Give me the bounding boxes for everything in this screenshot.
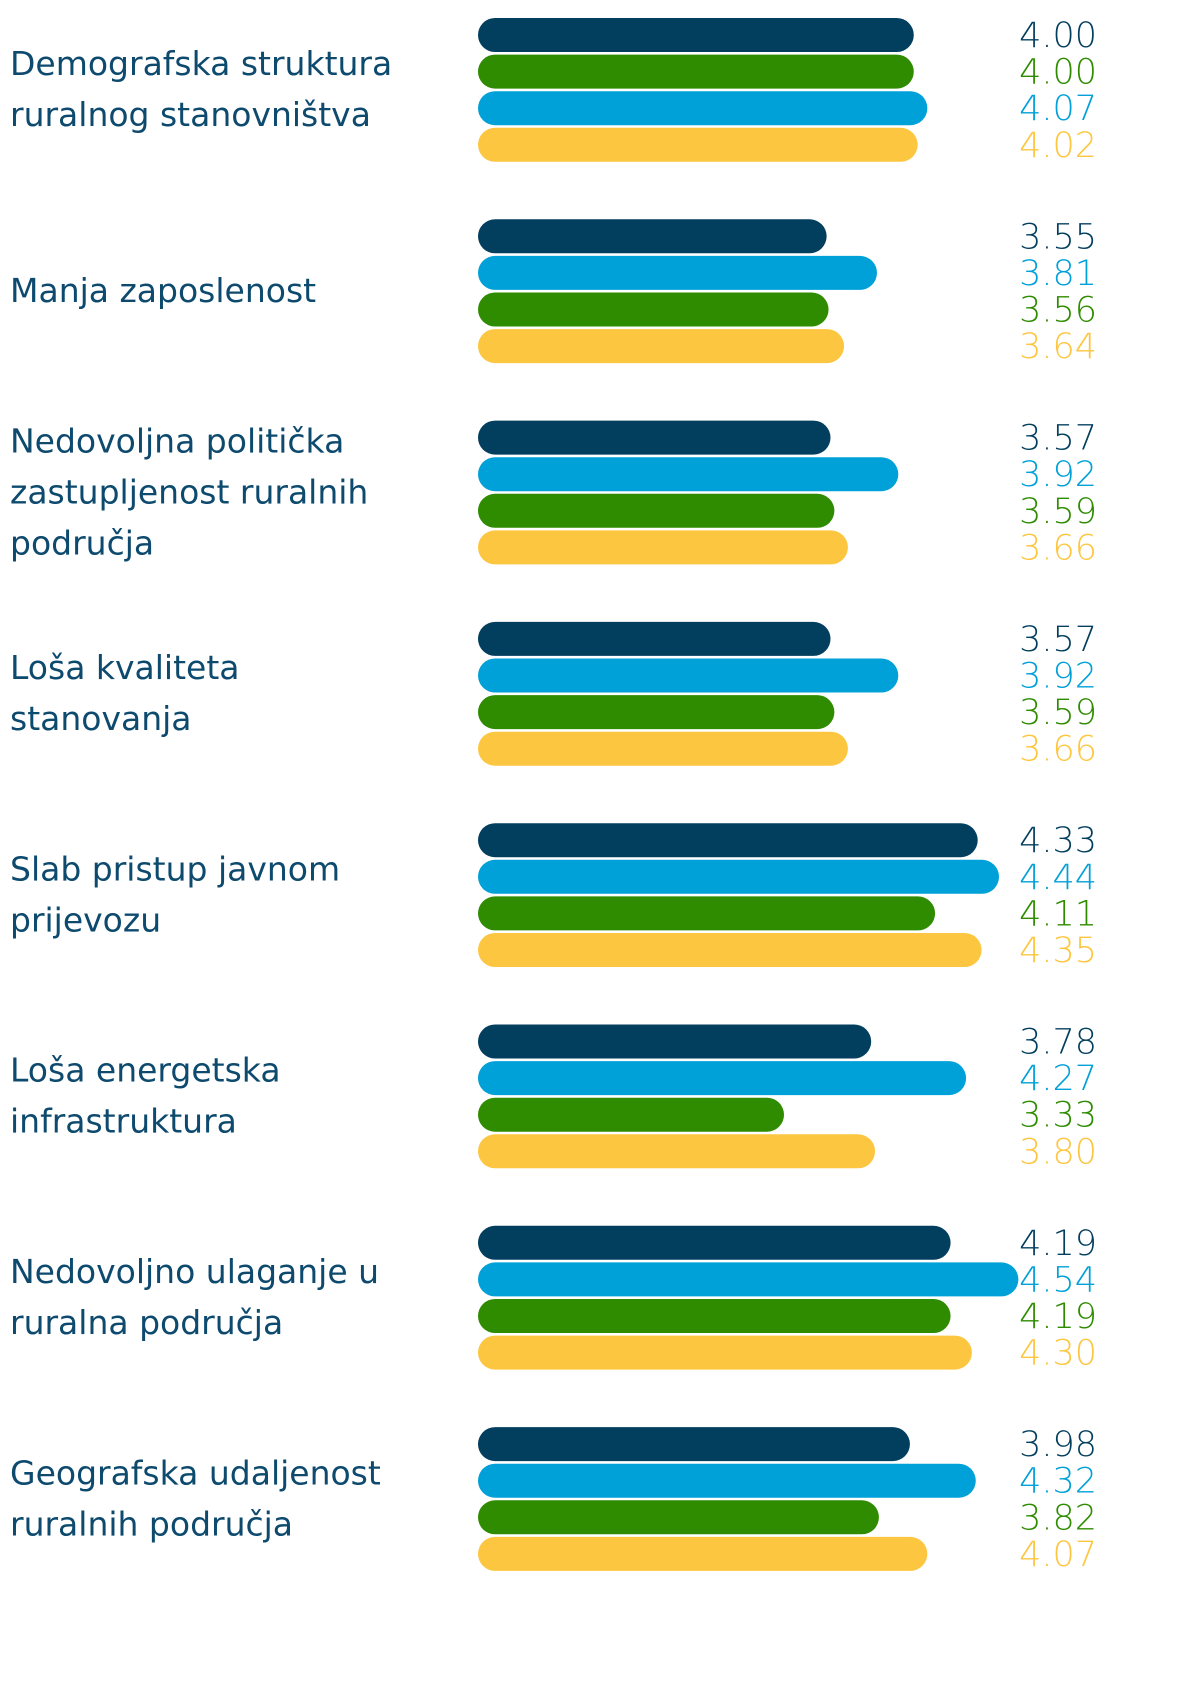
category-label: područja xyxy=(10,523,154,562)
category-label: ruralnih područja xyxy=(10,1504,293,1543)
value-label: 3.92 xyxy=(1019,657,1097,697)
value-label: 3.56 xyxy=(1019,291,1097,331)
bar xyxy=(478,457,899,492)
category-label: Slab pristup javnom xyxy=(10,849,340,888)
bar xyxy=(478,329,845,364)
category-label: Loša energetska xyxy=(10,1051,281,1090)
category-label: Loša kvaliteta xyxy=(10,648,240,687)
value-label: 3.92 xyxy=(1019,455,1097,495)
bar xyxy=(478,658,899,693)
value-label: 4.30 xyxy=(1019,1334,1097,1374)
value-label: 4.07 xyxy=(1019,89,1097,129)
value-label: 3.82 xyxy=(1019,1498,1097,1538)
bar xyxy=(478,127,918,162)
bar xyxy=(478,530,848,565)
category-label: Demografska struktura xyxy=(10,44,392,83)
value-label: 4.00 xyxy=(1019,53,1097,93)
category-label: Geografska udaljenost xyxy=(10,1453,381,1492)
bar xyxy=(478,18,914,52)
value-label: 4.19 xyxy=(1019,1297,1097,1337)
bar xyxy=(478,420,831,455)
bar xyxy=(478,1061,967,1096)
value-label: 3.64 xyxy=(1019,327,1097,367)
bar xyxy=(478,219,827,254)
value-label: 3.57 xyxy=(1019,419,1097,459)
value-label: 4.33 xyxy=(1019,821,1097,861)
bar xyxy=(478,1262,1019,1297)
bar xyxy=(478,91,928,126)
bar xyxy=(478,493,835,528)
bar xyxy=(478,1024,872,1059)
bar xyxy=(478,292,829,327)
category-label: prijevozu xyxy=(10,900,161,939)
bar xyxy=(478,1225,951,1260)
value-label: 4.44 xyxy=(1019,858,1097,898)
category-label: zastupljenost ruralnih xyxy=(10,472,368,511)
category-label: ruralna područja xyxy=(10,1303,283,1342)
value-label: 4.54 xyxy=(1019,1260,1097,1300)
bar xyxy=(478,54,914,89)
category-label: Nedovoljno ulaganje u xyxy=(10,1252,379,1291)
value-label: 3.57 xyxy=(1019,620,1097,660)
bar xyxy=(478,1134,876,1169)
bar xyxy=(478,1299,951,1333)
value-label: 3.80 xyxy=(1019,1132,1097,1172)
bar xyxy=(478,731,848,766)
value-label: 4.32 xyxy=(1019,1462,1097,1502)
bar xyxy=(478,896,936,931)
category-label: infrastruktura xyxy=(10,1102,237,1141)
bar xyxy=(478,823,978,858)
value-label: 4.02 xyxy=(1019,126,1097,166)
value-label: 3.98 xyxy=(1019,1425,1097,1465)
value-label: 3.59 xyxy=(1019,492,1097,532)
bar xyxy=(478,1097,785,1132)
value-label: 4.00 xyxy=(1019,16,1097,56)
bar xyxy=(478,621,831,656)
value-label: 4.19 xyxy=(1019,1224,1097,1264)
value-label: 3.33 xyxy=(1019,1096,1097,1136)
bar xyxy=(478,933,982,967)
value-label: 3.81 xyxy=(1019,254,1097,294)
value-label: 3.66 xyxy=(1019,528,1097,568)
value-label: 4.11 xyxy=(1019,894,1097,934)
bar xyxy=(478,1335,972,1370)
bar xyxy=(478,255,877,290)
value-label: 3.66 xyxy=(1019,730,1097,770)
bar xyxy=(478,1500,879,1535)
bar xyxy=(478,1463,976,1498)
bar xyxy=(478,695,835,730)
category-label: Nedovoljna politička xyxy=(10,421,344,460)
value-label: 3.59 xyxy=(1019,693,1097,733)
category-label: stanovanja xyxy=(10,699,192,738)
value-label: 3.78 xyxy=(1019,1023,1097,1063)
category-label: ruralnog stanovništva xyxy=(10,95,371,134)
value-label: 4.07 xyxy=(1019,1535,1097,1575)
value-label: 4.27 xyxy=(1019,1059,1097,1099)
value-label: 3.55 xyxy=(1019,217,1097,257)
bar xyxy=(478,1536,928,1571)
bar xyxy=(478,1427,910,1462)
bar xyxy=(478,859,1000,894)
value-label: 4.35 xyxy=(1019,931,1097,971)
category-label: Manja zaposlenost xyxy=(10,271,316,310)
